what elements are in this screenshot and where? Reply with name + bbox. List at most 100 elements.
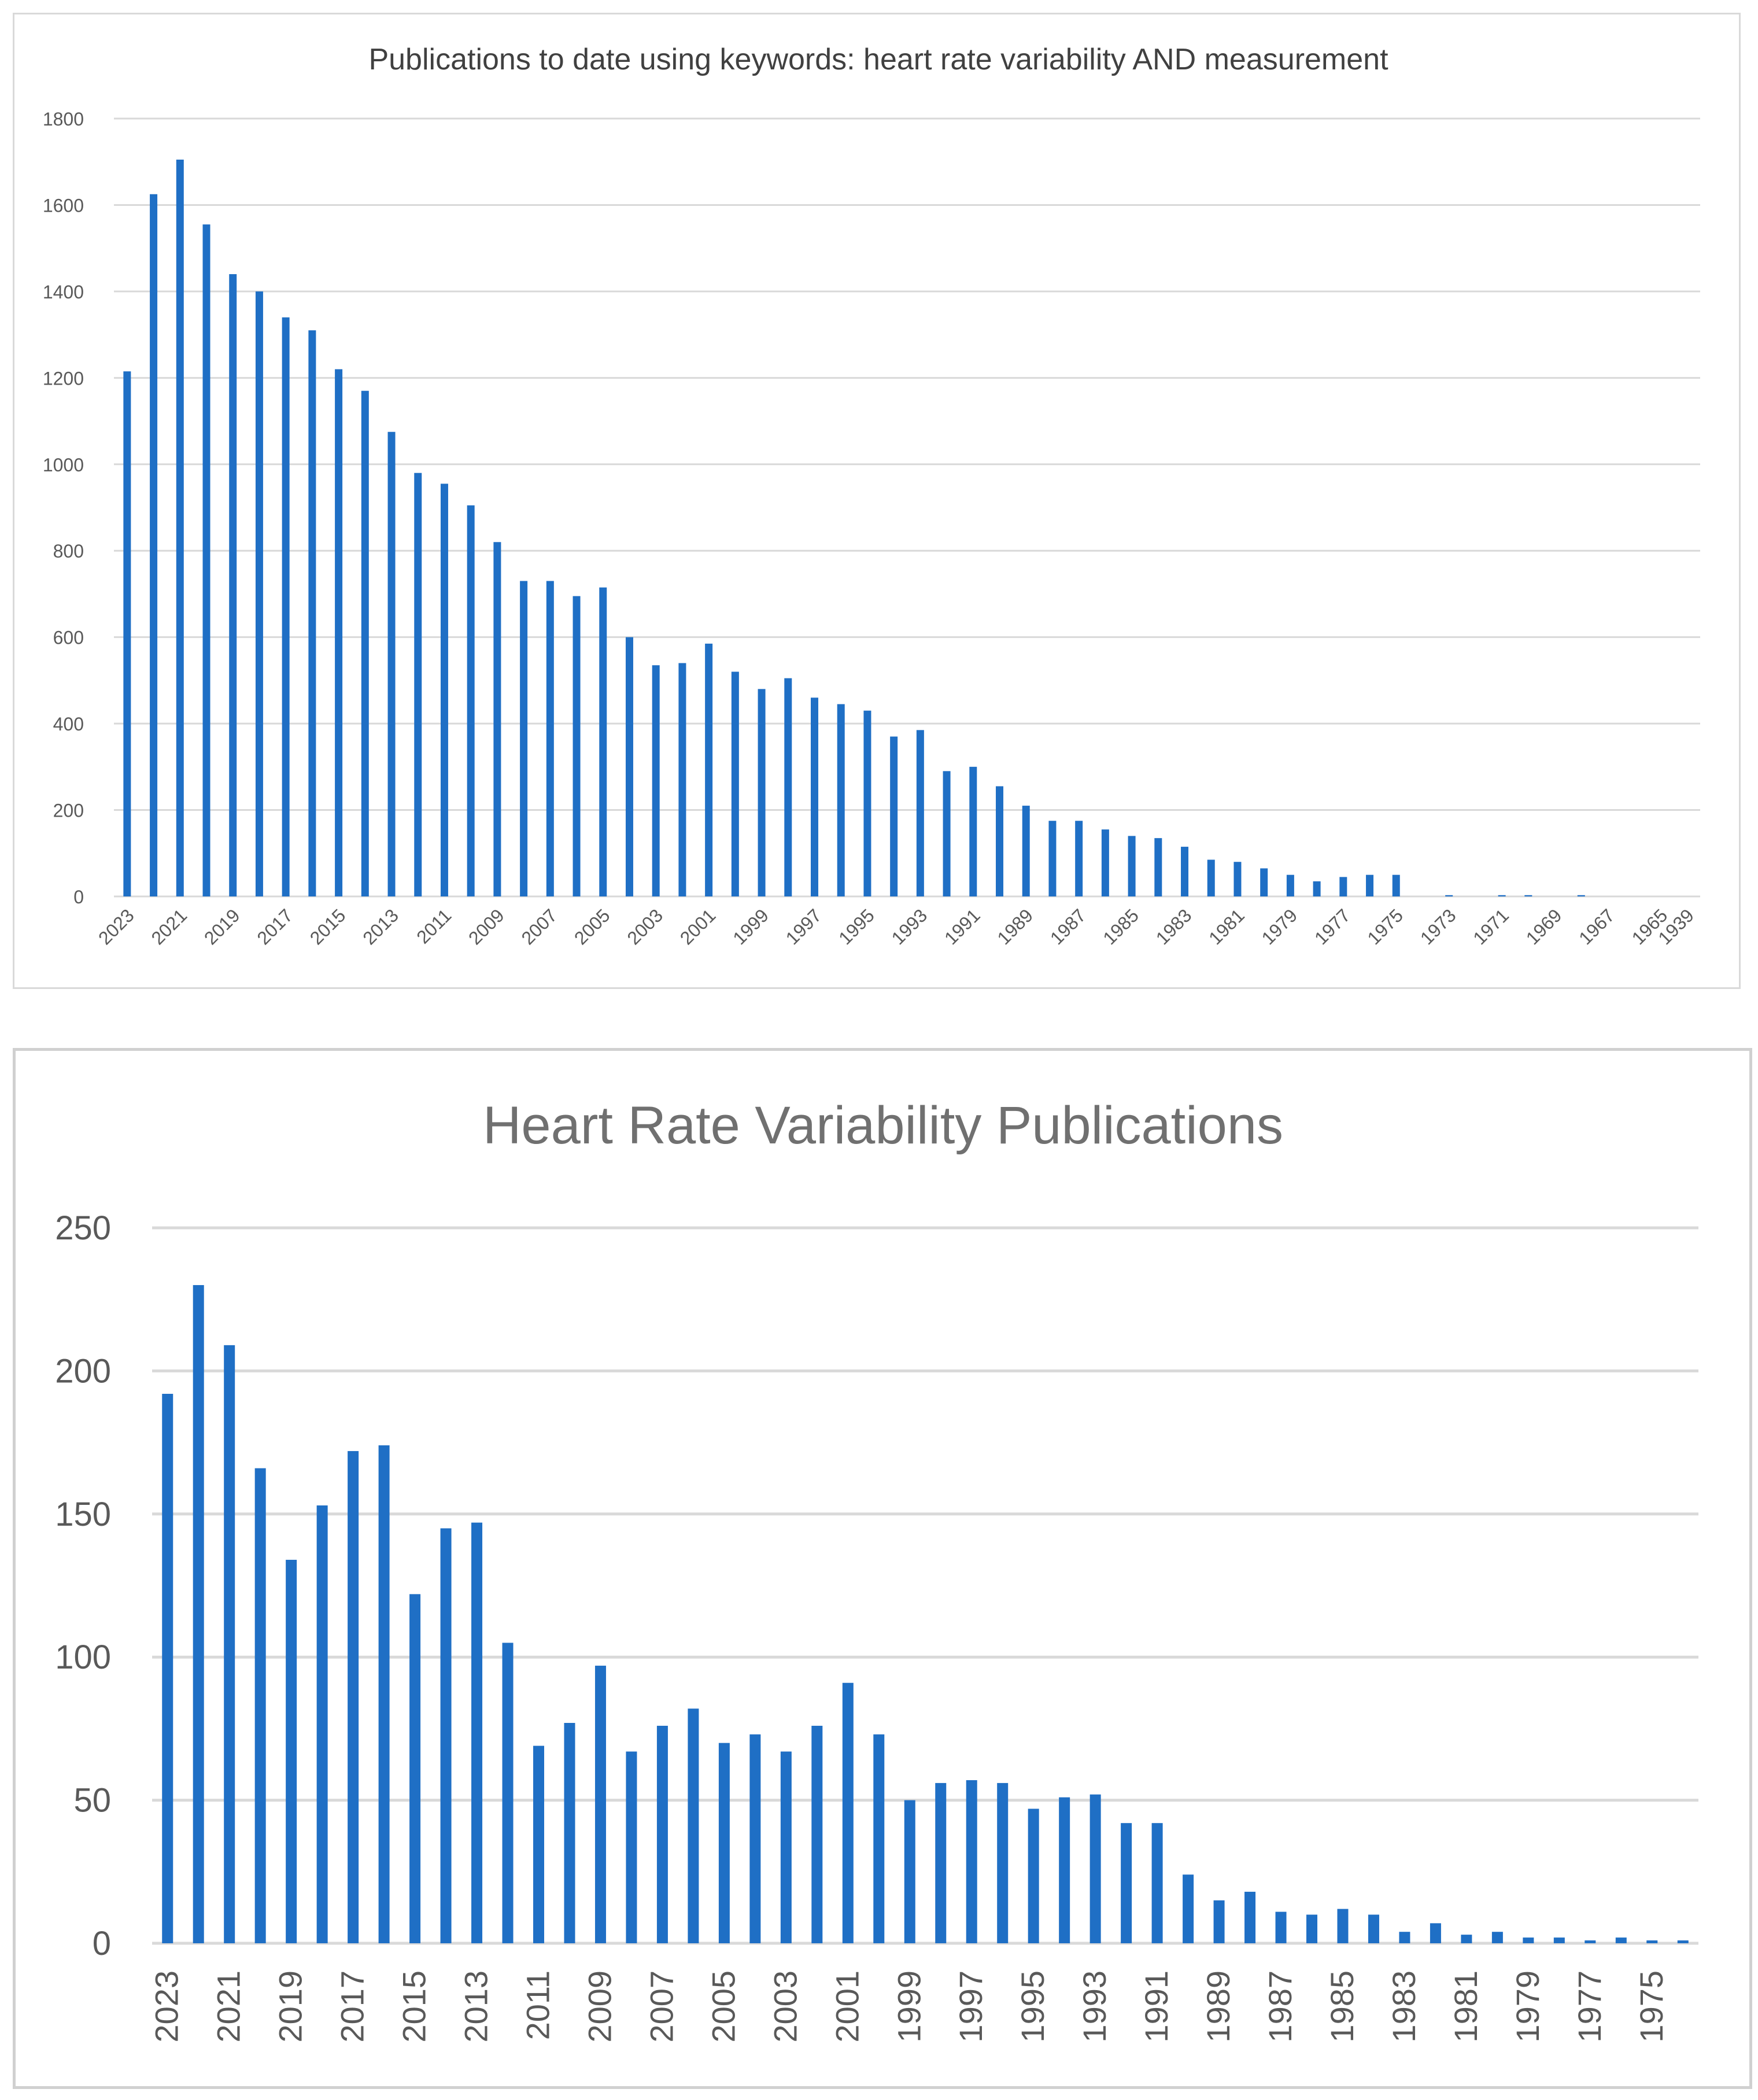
bar-1978 (1313, 881, 1321, 896)
y-tick-label: 50 (73, 1782, 111, 1819)
y-tick-label: 250 (55, 1209, 111, 1247)
x-tick-label: 2023 (94, 905, 138, 948)
bar-1977 (1585, 1940, 1596, 1943)
bar-1997 (810, 697, 818, 896)
y-tick-label: 1200 (43, 368, 84, 389)
bar-1987 (1275, 1911, 1287, 1943)
bar-1980 (1491, 1932, 1503, 1943)
bar-2014 (361, 390, 369, 896)
bar-1996 (997, 1782, 1009, 1943)
bar-2008 (520, 581, 528, 896)
y-tick-label: 0 (93, 1925, 111, 1962)
y-tick-label: 400 (53, 714, 84, 735)
bar-2018 (316, 1505, 328, 1943)
bar-2021 (176, 159, 184, 897)
x-tick-label: 2021 (210, 1970, 247, 2043)
x-tick-label: 2001 (676, 905, 720, 948)
bar-2000 (873, 1734, 885, 1943)
x-tick-label: 2007 (643, 1970, 679, 2043)
bar-1994 (890, 736, 898, 896)
x-tick-label: 1999 (891, 1970, 927, 2043)
bar-2015 (409, 1594, 421, 1943)
x-tick-label: 1981 (1447, 1970, 1484, 2043)
x-tick-label: 1979 (1258, 905, 1302, 948)
bar-2006 (688, 1708, 699, 1943)
x-tick-label: 1995 (1014, 1970, 1051, 2043)
bar-2022 (150, 194, 158, 896)
chart-1: Publications to date using keywords: hea… (43, 43, 1700, 948)
bar-1990 (996, 786, 1004, 896)
bar-1992 (943, 771, 951, 896)
bar-1991 (1151, 1823, 1163, 1943)
bar-2009 (493, 542, 501, 896)
bar-2018 (255, 291, 263, 896)
bar-1984 (1154, 838, 1162, 896)
bar-1983 (1399, 1932, 1410, 1943)
bar-2017 (348, 1451, 359, 1943)
bar-1991 (969, 766, 977, 896)
bar-1999 (904, 1800, 915, 1943)
bar-2023 (123, 371, 131, 896)
x-tick-label: 1969 (1522, 905, 1566, 948)
x-tick-label: 1975 (1363, 905, 1407, 948)
bar-2002 (811, 1725, 823, 1943)
bar-1981 (1461, 1935, 1472, 1943)
x-tick-label: 1991 (1138, 1970, 1175, 2043)
bar-2011 (533, 1745, 544, 1943)
x-tick-label: 2011 (412, 905, 455, 947)
bar-2022 (193, 1285, 204, 1943)
bar-1988 (1048, 821, 1057, 896)
x-tick-label: 2001 (829, 1970, 865, 2043)
bar-1983 (1181, 847, 1189, 896)
bar-1982 (1207, 859, 1215, 896)
bar-1974 (1677, 1940, 1689, 1943)
y-tick-label: 600 (53, 628, 84, 648)
chart-panel-2: Heart Rate Variability Publications 0 50 10… (13, 1048, 1752, 2089)
bar-2019 (286, 1559, 297, 1943)
x-tick-label: 1977 (1310, 905, 1354, 948)
bar-1997 (966, 1780, 977, 1943)
bar-1971 (1498, 895, 1506, 896)
x-tick-label: 1971 (1469, 905, 1513, 948)
bar-1977 (1339, 877, 1347, 896)
x-tick-label: 2015 (396, 1970, 433, 2043)
x-tick-label: 1975 (1633, 1970, 1670, 2043)
y-tick-label: 0 (73, 887, 84, 907)
x-tick-label: 1977 (1571, 1970, 1608, 2043)
bar-2021 (224, 1345, 235, 1943)
x-tick-label: 1973 (1416, 905, 1460, 948)
bar-2013 (387, 431, 396, 896)
bar-2017 (282, 317, 290, 896)
bar-2000 (731, 671, 739, 896)
y-tick-label: 100 (55, 1638, 111, 1676)
y-tick-label: 1400 (43, 282, 84, 302)
x-tick-label: 2005 (705, 1970, 741, 2043)
bar-2016 (378, 1445, 390, 1943)
bar-2015 (335, 369, 343, 896)
bar-2010 (467, 505, 475, 896)
bar-1998 (935, 1782, 947, 1943)
bar-1970 (1524, 895, 1532, 896)
x-tick-label: 2023 (149, 1970, 185, 2043)
x-tick-label: 2017 (253, 905, 297, 948)
x-tick-label: 2011 (520, 1970, 556, 2040)
x-tick-label: 2013 (359, 905, 402, 948)
x-tick-label: 1981 (1205, 905, 1249, 948)
bar-2012 (502, 1643, 514, 1943)
bar-2020 (202, 224, 210, 896)
bar-2007 (546, 581, 554, 896)
x-tick-label: 1997 (782, 905, 826, 948)
x-tick-label: 1967 (1575, 905, 1619, 948)
bar-1975 (1646, 1940, 1658, 1943)
bar-1981 (1233, 862, 1242, 896)
bar-2005 (718, 1743, 730, 1943)
bar-2010 (564, 1723, 575, 1943)
bar-2012 (414, 473, 422, 896)
bar-2008 (626, 1751, 637, 1943)
x-tick-label: 2015 (306, 905, 350, 948)
bar-1984 (1368, 1914, 1379, 1943)
x-tick-label: 2017 (334, 1970, 371, 2043)
bar-2023 (162, 1393, 173, 1943)
x-tick-label: 1979 (1509, 1970, 1546, 2043)
bar-2006 (573, 596, 581, 896)
